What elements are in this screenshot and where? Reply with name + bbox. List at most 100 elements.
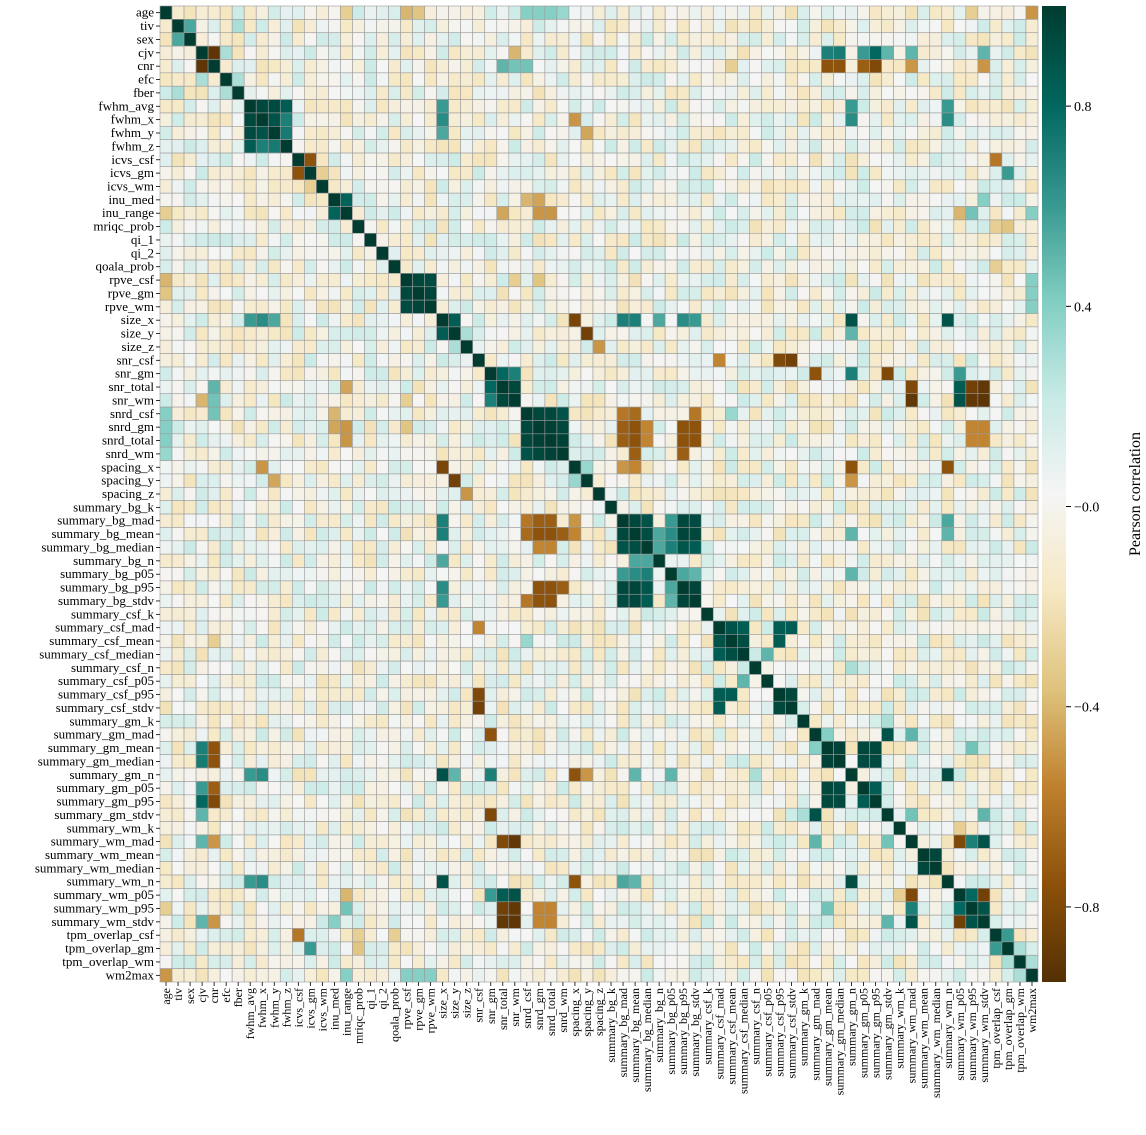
- heatmap-cell: [640, 607, 654, 622]
- heatmap-cell: [243, 99, 257, 114]
- heatmap-cell: [1025, 807, 1039, 822]
- heatmap-cell: [737, 888, 750, 903]
- heatmap-cell: [508, 99, 522, 114]
- heatmap-cell: [724, 232, 738, 247]
- heatmap-cell: [544, 754, 558, 769]
- heatmap-cell: [328, 286, 341, 301]
- heatmap-cell: [592, 473, 606, 488]
- heatmap-cell: [532, 139, 546, 154]
- heatmap-cell: [977, 781, 991, 796]
- heatmap-cell: [424, 540, 437, 555]
- heatmap-cell: [207, 700, 221, 715]
- heatmap-cell: [412, 527, 425, 542]
- heatmap-cell: [448, 366, 461, 381]
- heatmap-cell: [267, 727, 281, 742]
- heatmap-cell: [448, 794, 461, 809]
- heatmap-cell: [845, 527, 858, 542]
- heatmap-cell: [905, 607, 919, 622]
- heatmap-cell: [929, 32, 943, 47]
- heatmap-cell: [400, 620, 413, 635]
- heatmap-cell: [520, 206, 534, 221]
- heatmap-cell: [255, 179, 269, 194]
- heatmap-cell: [592, 660, 606, 675]
- heatmap-cell: [857, 126, 870, 141]
- heatmap-cell: [376, 700, 389, 715]
- heatmap-cell: [484, 59, 498, 74]
- heatmap-cell: [267, 513, 281, 528]
- heatmap-cell: [520, 847, 534, 862]
- heatmap-cell: [544, 567, 558, 582]
- heatmap-cell: [279, 5, 293, 20]
- heatmap-cell: [965, 32, 979, 47]
- heatmap-cell: [1025, 406, 1039, 421]
- heatmap-cell: [797, 446, 810, 461]
- heatmap-cell: [1025, 206, 1039, 221]
- heatmap-cell: [749, 139, 762, 154]
- heatmap-cell: [652, 420, 666, 435]
- heatmap-cell: [207, 888, 221, 903]
- heatmap-cell: [580, 339, 594, 354]
- heatmap-cell: [291, 647, 305, 662]
- heatmap-cell: [291, 727, 305, 742]
- heatmap-cell: [604, 420, 618, 435]
- heatmap-cell: [869, 286, 882, 301]
- heatmap-cell: [953, 59, 967, 74]
- heatmap-cell: [448, 393, 461, 408]
- heatmap-cell: [171, 59, 185, 74]
- heatmap-cell: [917, 299, 931, 314]
- heatmap-cell: [412, 366, 425, 381]
- heatmap-cell: [652, 313, 666, 328]
- heatmap-cell: [616, 59, 630, 74]
- heatmap-cell: [1025, 741, 1039, 756]
- heatmap-cell: [785, 406, 798, 421]
- heatmap-cell: [857, 232, 870, 247]
- heatmap-cell: [520, 794, 534, 809]
- heatmap-cell: [869, 901, 882, 916]
- heatmap-cell: [388, 5, 401, 20]
- heatmap-cell: [412, 32, 425, 47]
- heatmap-cell: [797, 647, 810, 662]
- heatmap-cell: [724, 821, 738, 836]
- heatmap-cell: [364, 513, 377, 528]
- heatmap-cell: [352, 593, 365, 608]
- heatmap-cell: [231, 273, 245, 288]
- heatmap-cell: [797, 874, 810, 889]
- heatmap-cell: [255, 847, 269, 862]
- heatmap-cell: [460, 126, 474, 141]
- heatmap-cell: [171, 326, 185, 341]
- heatmap-cell: [953, 567, 967, 582]
- heatmap-cell: [724, 139, 738, 154]
- heatmap-cell: [833, 166, 846, 181]
- heatmap-cell: [472, 246, 486, 261]
- heatmap-cell: [544, 874, 558, 889]
- heatmap-cell: [712, 166, 726, 181]
- heatmap-cell: [833, 727, 846, 742]
- heatmap-cell: [712, 99, 726, 114]
- heatmap-cell: [556, 714, 570, 729]
- heatmap-cell: [304, 888, 317, 903]
- heatmap-cell: [917, 580, 931, 595]
- heatmap-cell: [304, 834, 317, 849]
- heatmap-cell: [749, 32, 762, 47]
- heatmap-cell: [472, 834, 486, 849]
- heatmap-cell: [809, 593, 822, 608]
- heatmap-cell: [400, 19, 413, 34]
- heatmap-cell: [520, 914, 534, 929]
- heatmap-cell: [400, 714, 413, 729]
- heatmap-cell: [941, 166, 955, 181]
- heatmap-cell: [664, 326, 678, 341]
- heatmap-cell: [544, 914, 558, 929]
- heatmap-cell: [640, 126, 654, 141]
- heatmap-cell: [568, 700, 582, 715]
- heatmap-cell: [917, 85, 931, 100]
- heatmap-cell: [340, 593, 353, 608]
- heatmap-cell: [544, 179, 558, 194]
- heatmap-cell: [749, 513, 762, 528]
- heatmap-cell: [304, 339, 317, 354]
- heatmap-cell: [664, 19, 678, 34]
- heatmap-cell: [797, 687, 810, 702]
- heatmap-cell: [592, 794, 606, 809]
- heatmap-cell: [1013, 313, 1027, 328]
- heatmap-cell: [532, 380, 546, 395]
- heatmap-cell: [640, 500, 654, 515]
